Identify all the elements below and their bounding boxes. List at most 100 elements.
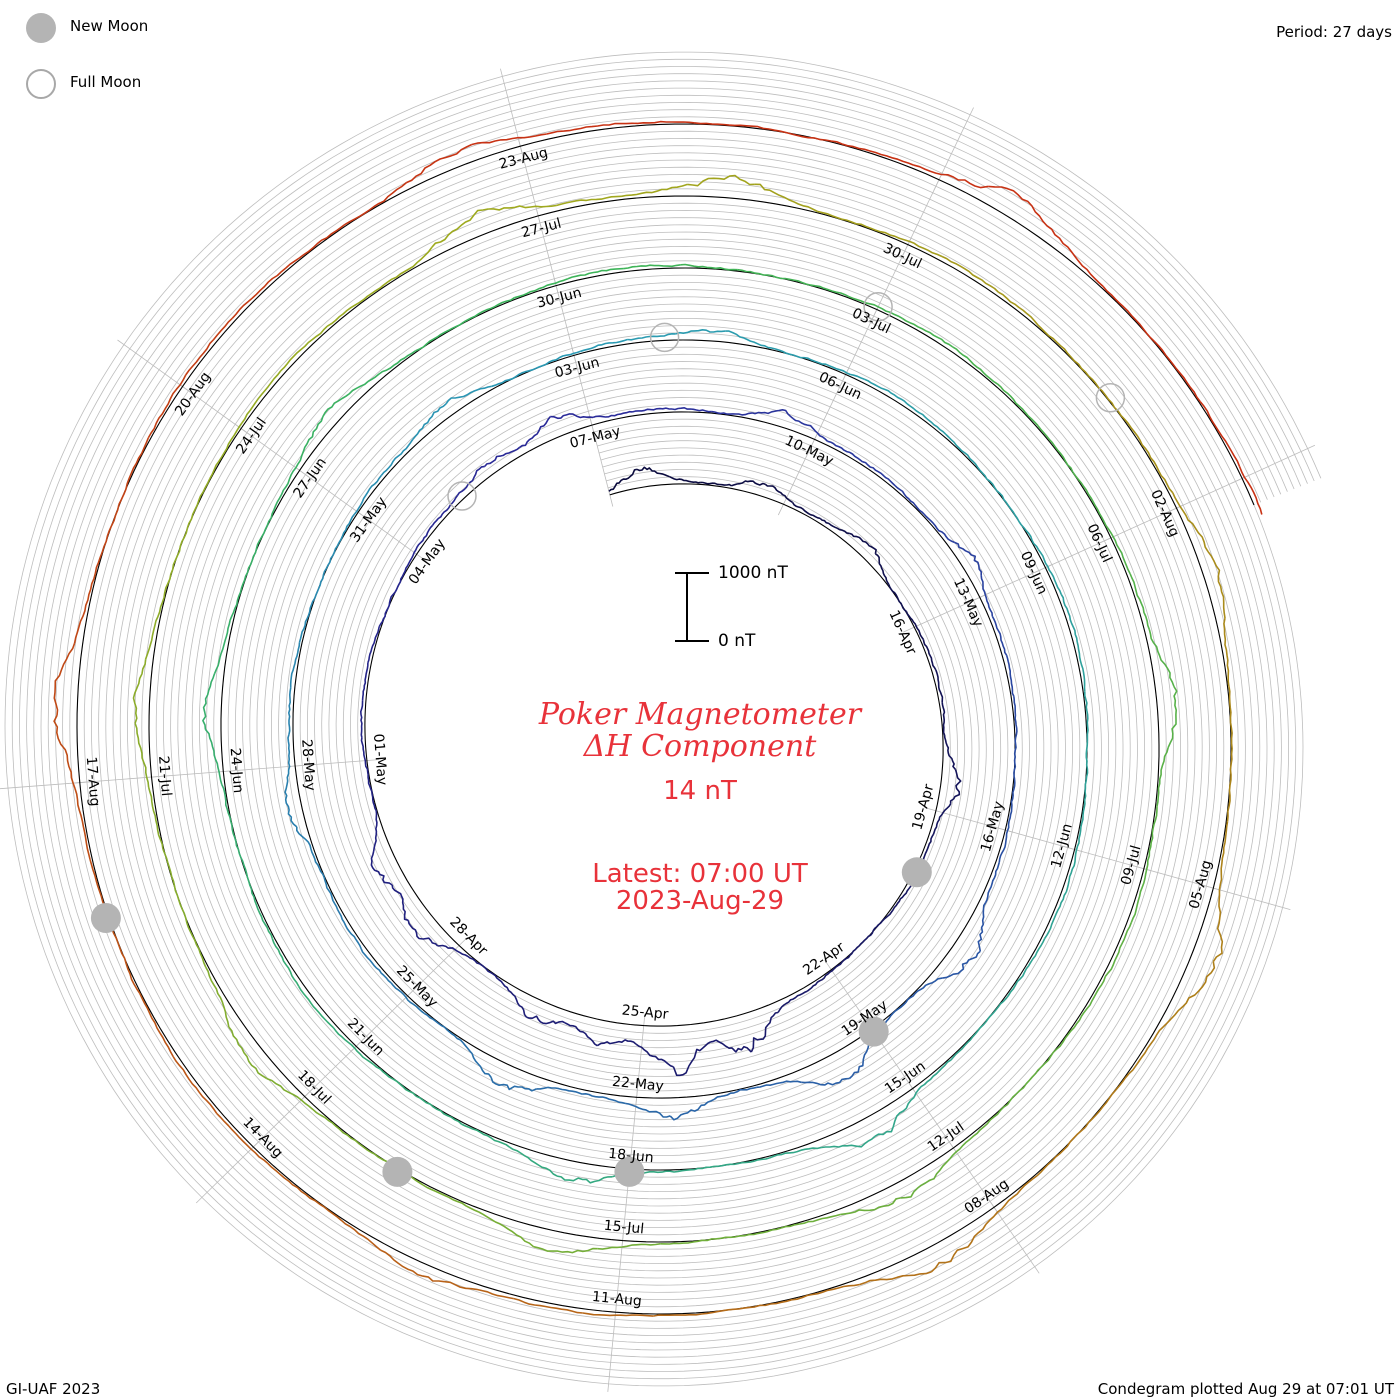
trace-segment xyxy=(623,264,681,270)
trace-segment xyxy=(313,555,334,599)
trace-segment xyxy=(717,1157,770,1168)
trace-segment xyxy=(582,1312,654,1317)
trace-segment xyxy=(1102,285,1156,343)
date-label: 28-May xyxy=(298,739,318,792)
trace-segment xyxy=(858,920,883,947)
trace-segment xyxy=(592,410,633,419)
trace-segment xyxy=(652,1309,724,1317)
trace-segment xyxy=(147,786,164,850)
trace-segment xyxy=(514,277,569,299)
trace-segment xyxy=(582,1093,626,1105)
trace-segment xyxy=(819,517,850,535)
trace-segment xyxy=(490,1076,537,1092)
trace-segment xyxy=(849,532,877,555)
date-label: 08-Aug xyxy=(962,1176,1012,1217)
trace-segment xyxy=(608,468,638,492)
footer-plotted: Condegram plotted Aug 29 at 07:01 UT xyxy=(1097,1380,1394,1398)
date-label: 24-Jul xyxy=(233,415,270,457)
trace-segment xyxy=(1156,747,1169,807)
date-label: 18-Jun xyxy=(607,1146,654,1166)
trace-segment xyxy=(1104,922,1133,977)
trace-segment xyxy=(406,143,473,184)
trace-segment xyxy=(991,615,1008,656)
trace-segment xyxy=(484,446,521,467)
trace-segment xyxy=(1013,737,1017,780)
date-label: 24-Jun xyxy=(227,747,246,794)
trace-segment xyxy=(791,501,821,520)
trace-segment xyxy=(996,383,1039,427)
trace-segment xyxy=(332,513,356,556)
trace-segment xyxy=(295,826,321,869)
date-label: 06-Jul xyxy=(1083,522,1114,566)
trace-segment xyxy=(694,122,770,130)
trace-segment xyxy=(359,700,364,738)
grid-spiral xyxy=(33,80,1295,1358)
footer-credit: GI-UAF 2023 xyxy=(6,1380,101,1398)
trace-segment xyxy=(415,1095,463,1125)
trace-segment xyxy=(864,378,908,405)
trace-segment xyxy=(1094,382,1138,437)
trace-segment xyxy=(1103,521,1131,575)
date-label: 01-May xyxy=(370,733,390,786)
trace-segment xyxy=(635,1043,674,1068)
trace-segment xyxy=(519,416,551,448)
trace-segment xyxy=(888,584,908,613)
trace-segment xyxy=(118,437,150,505)
trace-segment xyxy=(172,1056,218,1115)
trace-segment xyxy=(213,620,231,675)
grid-spiral xyxy=(69,116,1262,1322)
trace-segment xyxy=(833,945,860,970)
trace-segment xyxy=(793,279,850,298)
trace-segment xyxy=(848,295,903,319)
trace-segment xyxy=(1146,806,1158,866)
legend-full-moon-label: Full Moon xyxy=(70,73,142,91)
trace-segment xyxy=(977,902,987,952)
trace-segment xyxy=(344,181,407,226)
trace-segment xyxy=(270,467,297,519)
day-spokes xyxy=(0,68,1316,1392)
new-moon-marker xyxy=(614,1156,645,1187)
grid-spiral xyxy=(40,87,1288,1351)
trace-segment xyxy=(73,572,97,644)
trace-segment xyxy=(445,385,492,405)
trace-segment xyxy=(378,591,396,627)
trace-segment xyxy=(53,715,76,789)
date-label: 02-Aug xyxy=(1147,487,1182,539)
trace-segment xyxy=(367,350,416,383)
trace-segment xyxy=(737,268,795,281)
trace-segment xyxy=(415,321,465,352)
trace-segment xyxy=(725,330,773,349)
trace-segment xyxy=(216,1113,269,1165)
trace-segment xyxy=(567,267,624,280)
trace-segment xyxy=(318,867,339,911)
magnetometer-trace xyxy=(53,120,1263,1317)
date-label: 05-Aug xyxy=(1186,858,1215,910)
trace-segment xyxy=(665,1165,719,1173)
grid-spiral xyxy=(47,94,1282,1344)
trace-segment xyxy=(751,408,794,420)
trace-segment xyxy=(444,1280,514,1300)
trace-segment xyxy=(1013,696,1018,738)
day-spoke xyxy=(933,107,974,191)
offset-label: 14 nT xyxy=(663,776,737,806)
trace-segment xyxy=(1218,821,1229,890)
trace-segment xyxy=(162,848,183,910)
trace-segment xyxy=(110,927,141,994)
trace-segment xyxy=(1048,335,1097,384)
trace-segment xyxy=(817,361,865,381)
period-label: Period: 27 days xyxy=(1276,23,1392,41)
trace-segment xyxy=(229,568,250,621)
full-moon-marker xyxy=(1095,383,1126,413)
trace-segment xyxy=(139,993,175,1058)
trace-segment xyxy=(827,440,863,463)
latest-date: 2023-Aug-29 xyxy=(615,886,785,916)
trace-segment xyxy=(985,1175,1038,1225)
date-label: 23-Aug xyxy=(497,145,549,173)
trace-segment xyxy=(509,1146,558,1177)
chart-title: Poker Magnetometer xyxy=(538,697,862,732)
trace-segment xyxy=(556,1175,613,1184)
trace-segment xyxy=(1051,228,1104,287)
trace-segment xyxy=(412,403,447,441)
trace-segment xyxy=(144,597,165,660)
trace-segment xyxy=(687,174,755,187)
